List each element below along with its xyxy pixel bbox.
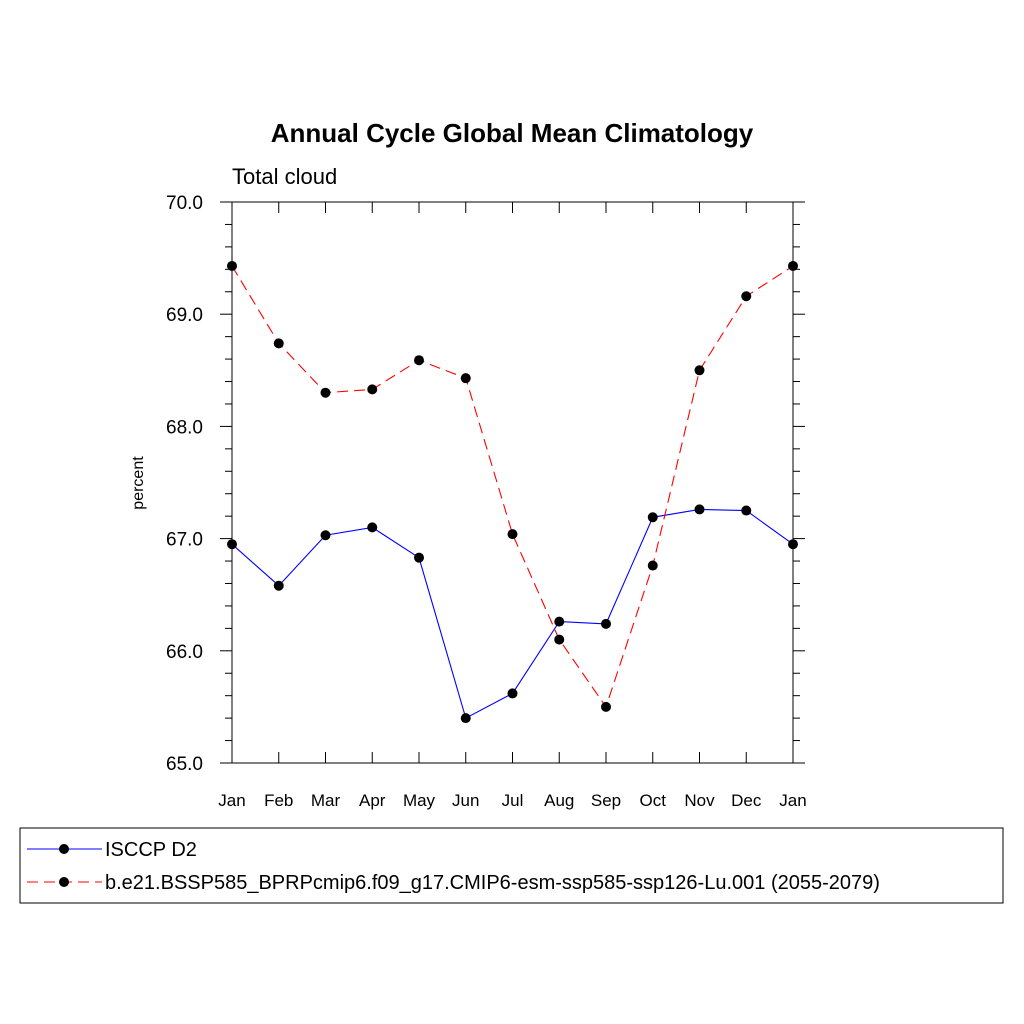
series-2-point <box>227 260 237 271</box>
series-2-point <box>741 291 752 302</box>
legend-marker-2 <box>59 877 69 887</box>
series-2-point <box>647 560 658 571</box>
y-tick-label: 66.0 <box>166 642 203 663</box>
x-tick-label: Feb <box>264 791 293 810</box>
series-2-point <box>273 338 284 349</box>
chart-title: Annual Cycle Global Mean Climatology <box>271 118 754 148</box>
y-tick-label: 70.0 <box>166 193 203 214</box>
axes: Jan Feb Mar Apr May Jun Jul Aug Sep Oct Nov Dec Jan 6… <box>166 193 807 810</box>
x-tick-label: Mar <box>311 791 341 810</box>
plot-frame <box>231 201 794 764</box>
x-tick-label: May <box>403 791 436 810</box>
series-2-point <box>601 701 611 712</box>
x-tick-label: Oct <box>640 791 667 810</box>
x-tick-label: Jul <box>502 791 524 810</box>
series-2-point <box>694 365 705 376</box>
series-1-point <box>554 616 565 627</box>
y-tick-label: 68.0 <box>166 417 203 438</box>
legend-box <box>19 827 1004 904</box>
y-tick-label: 67.0 <box>166 530 203 551</box>
series-1-point <box>647 512 658 523</box>
series-1-point <box>601 618 611 629</box>
series-2-point <box>320 387 331 398</box>
y-tick-label: 65.0 <box>166 754 203 775</box>
series-2-point <box>414 355 424 366</box>
x-tick-label: Jun <box>452 791 479 810</box>
x-tick-label: Apr <box>359 791 386 810</box>
series-2-point <box>367 384 378 395</box>
series-2-point <box>554 634 565 645</box>
x-tick-label: Jan <box>779 791 806 810</box>
x-tick-label: Jan <box>218 791 245 810</box>
series-1-point <box>320 530 331 541</box>
series-1-point <box>741 505 752 516</box>
x-tick-label: Sep <box>591 791 621 810</box>
y-tick-label: 69.0 <box>166 305 203 326</box>
series-2-point <box>460 373 471 384</box>
series-1-point <box>227 539 237 550</box>
series-1-point <box>507 688 518 699</box>
series-1-point <box>273 580 284 591</box>
x-tick-label: Aug <box>544 791 574 810</box>
legend: ISCCP D2 b.e21.BSSP585_BPRPcmip6.f09_g17.… <box>19 827 1004 904</box>
series-1-point <box>788 539 798 550</box>
series-line-2 <box>231 265 794 709</box>
series-1-point <box>367 522 378 533</box>
series-2-point <box>788 260 798 271</box>
legend-label-1: ISCCP D2 <box>105 839 197 861</box>
series-1-point <box>460 713 471 724</box>
series-lines <box>227 260 798 724</box>
series-1-point <box>414 552 424 563</box>
series-line-1 <box>231 508 794 719</box>
series-1-point <box>694 504 705 515</box>
y-axis-label: percent <box>130 456 147 510</box>
legend-label-2: b.e21.BSSP585_BPRPcmip6.f09_g17.CMIP6-es… <box>105 872 880 894</box>
chart-subtitle: Total cloud <box>232 164 337 189</box>
legend-marker-1 <box>59 844 69 854</box>
x-tick-label: Nov <box>684 791 715 810</box>
series-2-point <box>507 529 518 540</box>
x-tick-label: Dec <box>731 791 762 810</box>
